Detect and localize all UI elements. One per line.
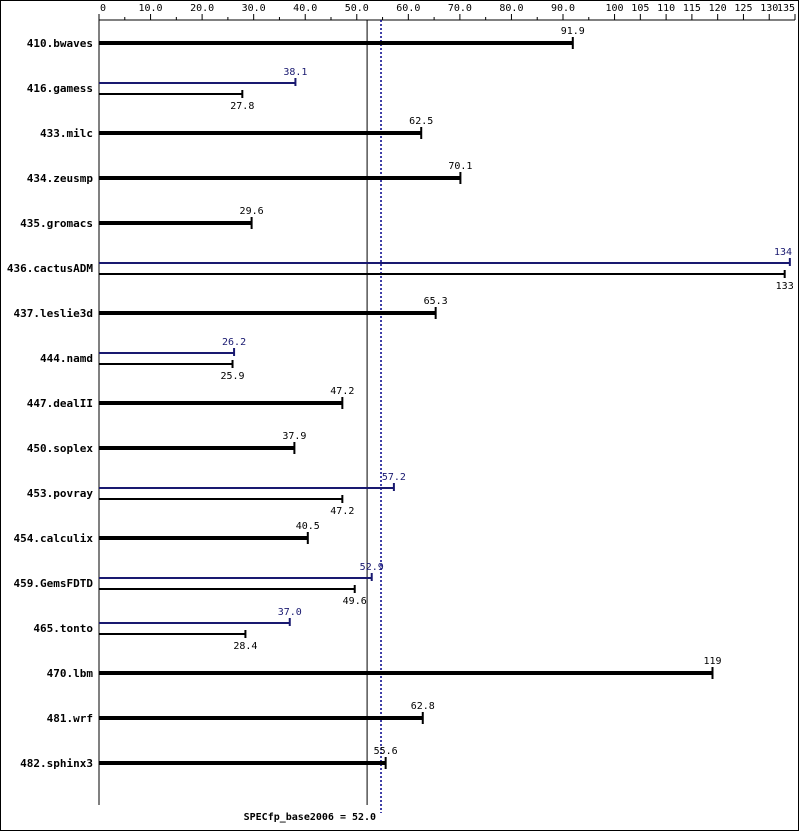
value-label: 37.0: [278, 607, 302, 618]
bar: [99, 82, 296, 84]
value-label: 52.9: [360, 562, 384, 573]
value-label: 28.4: [233, 641, 257, 652]
category-label: 416.gamess: [27, 82, 93, 95]
x-tick-label: 125: [734, 3, 752, 14]
bar: [99, 588, 355, 590]
x-tick-label: 30.0: [242, 3, 266, 14]
x-tick-label: 80.0: [499, 3, 523, 14]
bar: [99, 487, 394, 489]
bar: [99, 446, 295, 450]
bar: [99, 93, 243, 95]
x-tick-label: 20.0: [190, 3, 214, 14]
bar: [99, 363, 233, 365]
bar: [99, 41, 573, 45]
x-tick-label: 105: [631, 3, 649, 14]
bar: [99, 622, 290, 624]
category-label: 447.dealII: [27, 397, 93, 410]
category-label: 459.GemsFDTD: [14, 577, 94, 590]
x-tick-label: 120: [709, 3, 727, 14]
category-label: 453.povray: [27, 487, 94, 500]
value-label: 91.9: [561, 26, 585, 37]
bar: [99, 761, 386, 765]
x-tick-label: 130: [760, 3, 778, 14]
x-tick-label: 50.0: [345, 3, 369, 14]
value-label: 70.1: [448, 161, 472, 172]
value-label: 133: [776, 281, 794, 292]
category-label: 410.bwaves: [27, 37, 93, 50]
value-label: 37.9: [282, 431, 306, 442]
bar: [99, 633, 246, 635]
value-label: 49.6: [343, 596, 367, 607]
bar: [99, 577, 372, 579]
value-label: 55.6: [374, 746, 398, 757]
value-label: 62.8: [411, 701, 435, 712]
x-tick-label: 10.0: [139, 3, 163, 14]
bar: [99, 401, 343, 405]
bar: [99, 716, 423, 720]
value-label: 25.9: [220, 371, 244, 382]
bar: [99, 536, 308, 540]
category-label: 434.zeusmp: [27, 172, 94, 185]
reference-label: SPECfp_base2006 = 52.0: [244, 812, 376, 823]
bar: [99, 176, 461, 180]
value-label: 62.5: [409, 116, 433, 127]
category-label: 454.calculix: [14, 532, 94, 545]
category-label: 482.sphinx3: [20, 757, 93, 770]
x-tick-label: 70.0: [448, 3, 472, 14]
x-tick-label: 60.0: [396, 3, 420, 14]
category-label: 450.soplex: [27, 442, 94, 455]
x-tick-label: 100: [606, 3, 624, 14]
value-label: 47.2: [330, 506, 354, 517]
x-tick-label: 90.0: [551, 3, 575, 14]
value-label: 27.8: [230, 101, 254, 112]
bar: [99, 131, 422, 135]
bar: [99, 352, 235, 354]
x-tick-label: 110: [657, 3, 675, 14]
x-tick-label: 135: [777, 3, 795, 14]
x-tick-label: 0: [100, 3, 106, 14]
bar: [99, 498, 343, 500]
category-label: 481.wrf: [47, 712, 93, 725]
category-label: 433.milc: [40, 127, 93, 140]
bar: [99, 221, 252, 225]
value-label: 57.2: [382, 472, 406, 483]
x-tick-label: 115: [683, 3, 701, 14]
category-label: 444.namd: [40, 352, 93, 365]
value-label: 40.5: [296, 521, 320, 532]
category-label: 437.leslie3d: [14, 307, 93, 320]
bar: [99, 262, 790, 264]
value-label: 38.1: [283, 67, 307, 78]
value-label: 65.3: [424, 296, 448, 307]
value-label: 29.6: [240, 206, 264, 217]
category-label: 435.gromacs: [20, 217, 93, 230]
bar: [99, 671, 713, 675]
value-label: 47.2: [330, 386, 354, 397]
value-label: 26.2: [222, 337, 246, 348]
category-label: 436.cactusADM: [7, 262, 93, 275]
value-label: 119: [703, 656, 721, 667]
bar: [99, 273, 785, 275]
category-label: 470.lbm: [47, 667, 94, 680]
x-tick-label: 40.0: [293, 3, 317, 14]
value-label: 134: [774, 247, 792, 258]
category-label: 465.tonto: [33, 622, 93, 635]
bar: [99, 311, 436, 315]
